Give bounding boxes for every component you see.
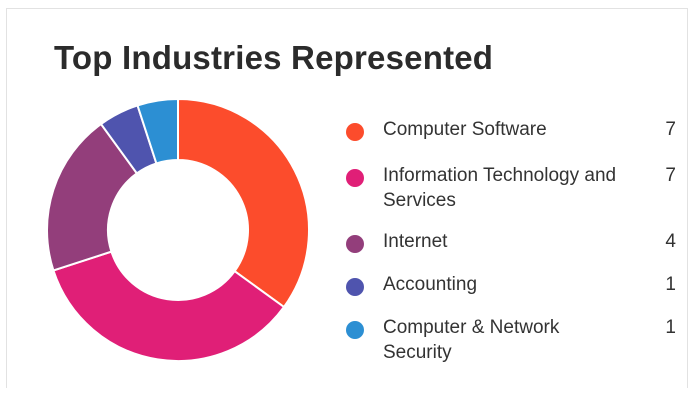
legend-value: 7 bbox=[665, 165, 676, 186]
legend-color-dot bbox=[346, 278, 364, 296]
legend-color-dot bbox=[346, 169, 364, 187]
legend-value: 4 bbox=[665, 231, 676, 252]
legend-value: 1 bbox=[665, 274, 676, 295]
legend-color-dot bbox=[346, 235, 364, 253]
donut-chart bbox=[46, 97, 310, 362]
legend-label: Information Technology and Services bbox=[383, 165, 617, 211]
donut-slice-2[interactable] bbox=[46, 122, 139, 272]
legend-color-dot bbox=[346, 321, 364, 339]
legend-color-dot bbox=[346, 123, 364, 141]
legend-label: Computer Software bbox=[383, 119, 547, 140]
legend-value: 7 bbox=[665, 119, 676, 140]
donut-slice-0[interactable] bbox=[177, 97, 310, 309]
legend-label: Computer & Network Security bbox=[383, 317, 560, 363]
donut-slice-4[interactable] bbox=[136, 97, 179, 165]
legend-label: Internet bbox=[383, 231, 448, 252]
legend-label: Accounting bbox=[383, 274, 478, 295]
legend-value: 1 bbox=[665, 317, 676, 338]
card-title: Top Industries Represented bbox=[54, 39, 494, 76]
donut-slice-1[interactable] bbox=[52, 250, 286, 362]
